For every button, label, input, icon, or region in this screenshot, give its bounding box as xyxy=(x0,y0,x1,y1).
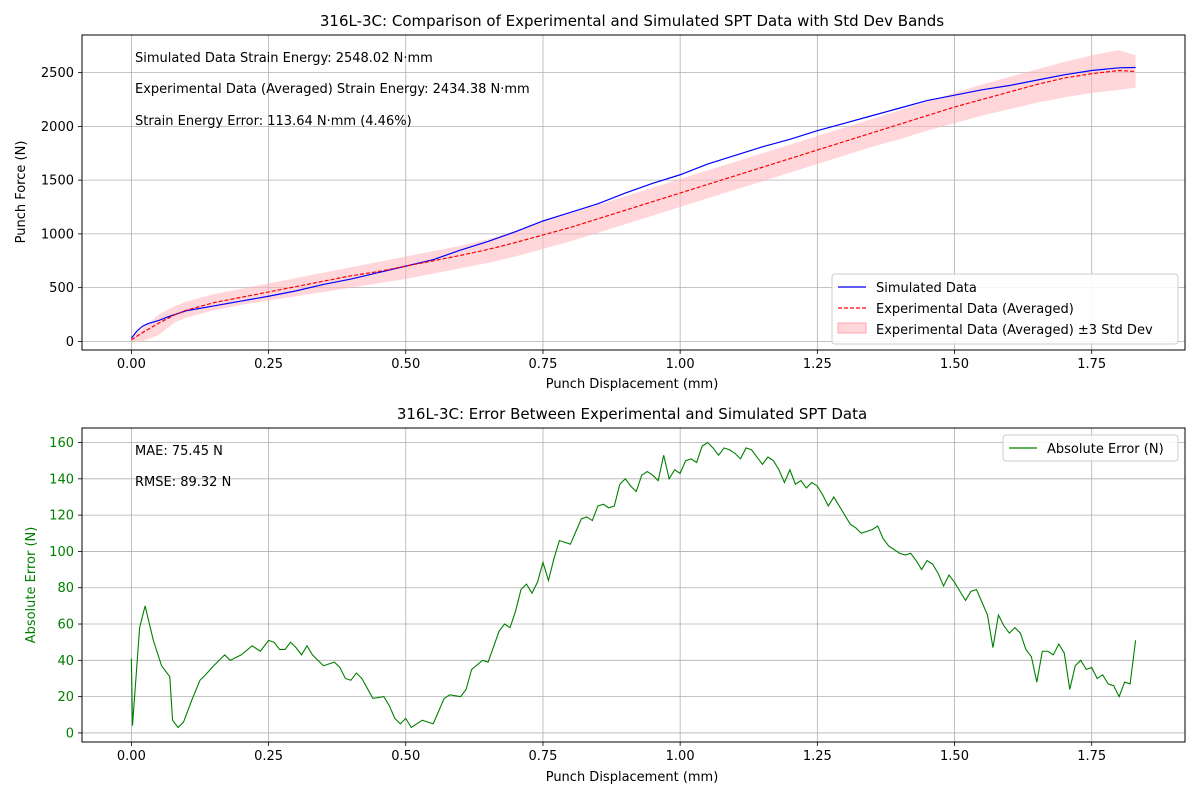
bot-xtick-label: 1.50 xyxy=(940,749,969,764)
top-xtick-label: 1.25 xyxy=(803,357,832,372)
legend-abs-error-label: Absolute Error (N) xyxy=(1047,442,1164,457)
rmse-annotation: RMSE: 89.32 N xyxy=(135,475,231,490)
bottom-x-axis-label: Punch Displacement (mm) xyxy=(546,770,719,785)
top-xtick-label: 0.75 xyxy=(528,357,557,372)
std-dev-band-area xyxy=(131,50,1136,342)
top-ytick-label: 2000 xyxy=(41,120,74,135)
sim-strain-energy-annotation: Simulated Data Strain Energy: 2548.02 N·… xyxy=(135,51,433,66)
legend-simulated-label: Simulated Data xyxy=(876,281,977,296)
absolute-error-line xyxy=(130,441,1137,729)
bot-ytick-label: 0 xyxy=(66,726,74,741)
bot-xtick-label: 1.75 xyxy=(1077,749,1106,764)
mae-annotation: MAE: 75.45 N xyxy=(135,444,223,459)
bot-ytick-label: 20 xyxy=(57,690,74,705)
bot-xtick-label: 0.25 xyxy=(254,749,283,764)
top-x-ticks: 0.00 0.25 0.50 0.75 1.00 1.25 1.50 1.75 xyxy=(117,350,1106,372)
bottom-y-ticks: 0 20 40 60 80 100 120 140 160 xyxy=(49,436,82,741)
strain-energy-error-annotation: Strain Energy Error: 113.64 N·mm (4.46%) xyxy=(135,114,412,129)
top-xtick-label: 0.25 xyxy=(254,357,283,372)
bot-xtick-label: 1.25 xyxy=(803,749,832,764)
top-panel: 316L-3C: Comparison of Experimental and … xyxy=(14,12,1186,392)
top-ytick-label: 500 xyxy=(49,281,74,296)
bottom-panel: 316L-3C: Error Between Experimental and … xyxy=(24,405,1186,785)
bottom-legend: Absolute Error (N) xyxy=(1002,434,1179,462)
bottom-grid xyxy=(82,428,1185,742)
top-chart-title: 316L-3C: Comparison of Experimental and … xyxy=(320,12,944,30)
top-xtick-label: 0.50 xyxy=(391,357,420,372)
bottom-y-axis-label: Absolute Error (N) xyxy=(24,527,39,644)
top-ytick-label: 0 xyxy=(66,335,74,350)
top-y-ticks: 0 500 1000 1500 2000 2500 xyxy=(41,66,82,350)
bot-ytick-label: 120 xyxy=(49,509,74,524)
bottom-legend-box xyxy=(1002,434,1179,462)
experimental-data-line xyxy=(131,69,1136,341)
simulated-data-line xyxy=(130,66,1136,339)
bottom-series-lines xyxy=(130,441,1137,729)
top-xtick-label: 1.75 xyxy=(1077,357,1106,372)
top-ytick-label: 1000 xyxy=(41,227,74,242)
top-ytick-label: 1500 xyxy=(41,174,74,189)
bot-xtick-label: 1.00 xyxy=(666,749,695,764)
top-xtick-label: 1.00 xyxy=(666,357,695,372)
bot-xtick-label: 0.75 xyxy=(528,749,557,764)
top-xtick-label: 0.00 xyxy=(117,357,146,372)
top-legend: Simulated Data Experimental Data (Averag… xyxy=(831,273,1179,345)
bottom-x-ticks: 0.00 0.25 0.50 0.75 1.00 1.25 1.50 1.75 xyxy=(117,742,1106,764)
bot-ytick-label: 80 xyxy=(57,581,74,596)
bot-ytick-label: 160 xyxy=(49,436,74,451)
top-legend-box xyxy=(831,273,1179,345)
top-ytick-label: 2500 xyxy=(41,66,74,81)
top-series-lines xyxy=(130,66,1136,341)
legend-experimental-label: Experimental Data (Averaged) xyxy=(876,302,1074,317)
exp-strain-energy-annotation: Experimental Data (Averaged) Strain Ener… xyxy=(135,82,530,97)
legend-band-label: Experimental Data (Averaged) ±3 Std Dev xyxy=(876,323,1153,338)
bot-xtick-label: 0.00 xyxy=(117,749,146,764)
bot-ytick-label: 40 xyxy=(57,654,74,669)
bot-ytick-label: 100 xyxy=(49,545,74,560)
bot-xtick-label: 0.50 xyxy=(391,749,420,764)
top-std-band xyxy=(131,50,1136,342)
bottom-chart-title: 316L-3C: Error Between Experimental and … xyxy=(397,405,867,423)
top-x-axis-label: Punch Displacement (mm) xyxy=(546,377,719,392)
top-xtick-label: 1.50 xyxy=(940,357,969,372)
legend-band-swatch xyxy=(837,322,867,334)
bottom-axes-frame xyxy=(81,427,1186,743)
top-axes-frame xyxy=(81,34,1186,351)
top-y-axis-label: Punch Force (N) xyxy=(14,141,29,244)
bot-ytick-label: 140 xyxy=(49,472,74,487)
bot-ytick-label: 60 xyxy=(57,618,74,633)
